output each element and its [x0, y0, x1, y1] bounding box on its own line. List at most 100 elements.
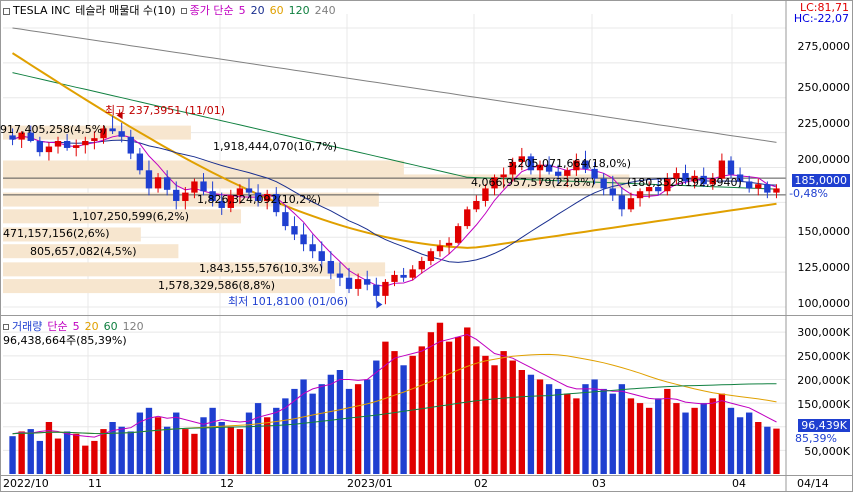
candle-body: [163, 177, 171, 190]
candle-body: [618, 195, 626, 210]
candle-body: [227, 195, 234, 208]
candle-body: [100, 128, 107, 139]
candle-body: [54, 140, 62, 147]
volume-bar: [700, 403, 707, 474]
volume-square-icon[interactable]: [3, 324, 9, 330]
volume-bar: [254, 403, 262, 474]
volume-bar: [27, 429, 34, 474]
vp-label: 1,918,444,070(10,7%): [213, 140, 338, 153]
hc-readout: HC:-22,07: [793, 12, 849, 25]
candle-body: [682, 173, 689, 182]
candle-body: [45, 146, 53, 153]
candle-body: [718, 160, 726, 179]
volume-bar: [464, 327, 471, 474]
candle-body: [627, 198, 635, 210]
candle-body: [709, 178, 716, 185]
volume-profile-band: [3, 279, 335, 294]
candle-body: [291, 226, 298, 235]
current-price-tag: 185,0000: [791, 174, 850, 187]
volume-bar: [491, 365, 498, 474]
volume-axis-label: 250,000K: [797, 350, 850, 363]
volume-bar: [582, 384, 589, 474]
candle-body: [664, 178, 671, 192]
lc-readout: LC:81,71: [799, 1, 849, 14]
volume-bar: [345, 388, 353, 474]
ma-square-icon[interactable]: [180, 8, 187, 14]
date-axis-label: 03: [592, 477, 606, 490]
volume-profile-band: [3, 192, 379, 207]
price-axis-label: 275,0000: [797, 40, 851, 53]
volume-bar: [609, 393, 616, 474]
volume-bar: [736, 417, 744, 474]
current-change-tag: -0,48%: [789, 187, 828, 200]
candlesticks[interactable]: [9, 111, 780, 309]
candle-body: [373, 284, 380, 296]
volume-bar: [282, 398, 289, 474]
volume-bar: [445, 341, 453, 474]
volume-bar: [664, 388, 671, 474]
volume-bar: [382, 341, 389, 474]
volume-bar: [127, 431, 134, 474]
volume-profile-band: [3, 262, 386, 277]
price-axis-label: 225,0000: [797, 117, 851, 130]
candle-body: [736, 174, 744, 182]
volume-bar: [73, 433, 80, 474]
volume-bar: [100, 429, 107, 474]
volume-bar: [418, 346, 425, 474]
date-axis-label: 02: [474, 477, 488, 490]
volume-bar: [200, 417, 207, 474]
candle-body: [573, 160, 580, 171]
volume-label: 거래량: [12, 320, 43, 333]
volume-bar: [755, 422, 762, 474]
vp-label: (180,3528: [627, 176, 684, 189]
volume-current-pct: 85,39%: [795, 432, 837, 445]
volume-bar: [9, 436, 16, 474]
panel-square-icon[interactable]: [3, 7, 10, 15]
volume-bar: [273, 407, 280, 474]
candle-body: [36, 140, 44, 153]
volume-bars[interactable]: [9, 322, 780, 474]
ma5-label: 5: [238, 4, 246, 17]
candle-body: [391, 274, 398, 282]
volume-bar: [18, 431, 25, 474]
volume-bar: [91, 440, 98, 474]
high-annotation: 최고 237,3951 (11/01): [105, 104, 226, 117]
volume-bar: [45, 422, 53, 474]
price-axis-label: 200,0000: [797, 153, 851, 166]
date-axis-label: 04: [732, 477, 746, 490]
vp-label: 1,578,329,586(8,8%): [158, 279, 276, 292]
date-axis-label: 2022/10: [3, 477, 49, 490]
candle-body: [491, 177, 498, 189]
volume-bar: [154, 417, 162, 474]
candle-body: [354, 279, 362, 289]
low-arrow-icon: [376, 300, 383, 309]
ma-label: 종가 단순: [189, 4, 234, 17]
volume-axis-label: 300,000K: [797, 326, 850, 339]
candle-body: [454, 226, 462, 243]
candle-body: [218, 200, 225, 208]
vol-ma5-label: 5: [72, 320, 80, 333]
volume-bar: [573, 398, 580, 474]
volume-bar: [509, 360, 516, 474]
chart-name-label: 테슬라 매물대 수(10): [75, 4, 176, 17]
volume-bar: [691, 407, 698, 474]
low-annotation: 최저 101,8100 (01/06): [228, 295, 349, 308]
vp-label: 192,3940): [685, 176, 742, 189]
price-axis-label: 100,0000: [797, 297, 851, 310]
volume-bar: [245, 412, 253, 474]
candle-body: [300, 234, 307, 245]
date-axis-label: 12: [220, 477, 234, 490]
ma240-label: 240: [314, 4, 336, 17]
volume-value-label: 96,438,664주(85,39%): [3, 334, 127, 347]
volume-bar: [745, 412, 753, 474]
candle-body: [18, 132, 25, 140]
volume-bar: [727, 407, 735, 474]
candle-body: [773, 188, 780, 193]
candle-body: [236, 188, 244, 196]
price-axis-label: 250,0000: [797, 81, 851, 94]
volume-ma5-line: [12, 333, 777, 438]
volume-profile: [3, 125, 786, 294]
volume-bar: [564, 393, 571, 474]
